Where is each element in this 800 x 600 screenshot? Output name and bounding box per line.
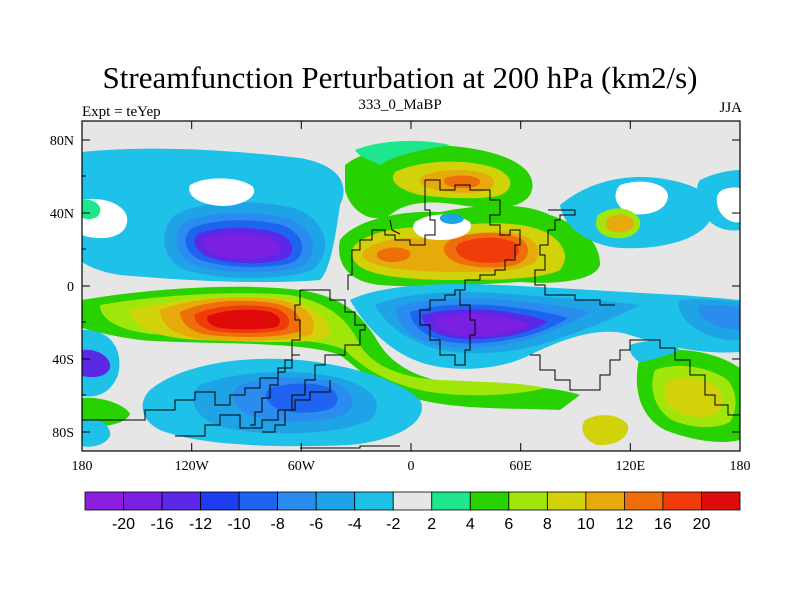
colorbar-swatch [392,491,433,511]
contour-southwest-cyan-2 [82,418,111,447]
lon-label-180w: 180 [72,459,93,474]
colorbar-label: -2 [386,516,400,533]
colorbar-swatch [200,491,240,511]
contour-left-green-40N [82,199,101,220]
contour-npacific-orange [606,214,634,233]
contour-indian-blue-5 [433,313,530,337]
colorbar: -20 -16 -12 -10 -8 -6 -4 -2 2 4 6 8 10 12 16 20 [84,491,741,533]
colorbar-label: -16 [150,516,173,533]
plot-title: Streamfunction Perturbation at 200 hPa (… [102,60,698,95]
colorbar-label: 8 [543,516,552,533]
colorbar-swatch [662,491,702,511]
contour-south-blue-3 [265,383,338,413]
colorbar-swatch [354,491,394,511]
colorbar-swatch [161,491,201,511]
longitude-axis [81,121,741,451]
colorbar-swatch [624,491,664,511]
contour-tropical-red-2 [207,309,280,330]
lon-label-60w: 60W [288,459,316,474]
colorbar-label: -8 [271,516,285,533]
lat-label-40s: 40S [52,353,74,368]
colorbar-swatch [238,491,279,511]
coastline-asia [534,209,615,306]
lon-label-120e: 120E [616,459,646,474]
run-label: 333_0_MaBP [358,97,442,113]
lat-label-80n: 80N [50,134,74,149]
colorbar-label: -4 [348,516,362,533]
coastline-antarctic-bottom [300,445,400,449]
colorbar-label: 12 [616,516,634,533]
colorbar-label: 6 [504,516,513,533]
experiment-label: Expt = teYep [82,104,161,120]
contour-spacific-yellow [664,377,723,418]
colorbar-swatch [84,491,124,511]
colorbar-label: 2 [427,516,436,533]
coastline-south-america-west [250,290,301,426]
coastlines [82,179,740,449]
colorbar-label: -20 [112,516,135,533]
colorbar-swatch [701,491,741,511]
coastline-europe-north [347,180,436,290]
colorbar-swatch [315,491,356,511]
colorbar-swatch [469,491,510,511]
latitude-axis [82,139,740,433]
coastline-greenland-tip [389,219,401,235]
coastline-antarctica [82,354,300,421]
contour-spacific-yellow-far [582,415,629,446]
colorbar-swatch [431,491,471,511]
colorbar-label: -12 [189,516,212,533]
season-label: JJA [719,100,742,116]
contour-field [82,140,740,447]
colorbar-swatch [123,491,163,511]
contour-asia-red [456,237,519,263]
lon-label-180e: 180 [730,459,751,474]
colorbar-swatch [585,491,625,511]
contour-europe-cyan [355,140,450,165]
colorbar-label: 20 [693,516,711,533]
coastline-africa-europe [419,179,521,366]
contour-asia-orange-west [376,247,411,262]
contour-spacific-cyan-top [629,340,680,362]
coastline-antarctic-lower [175,380,331,437]
colorbar-label: -6 [309,516,323,533]
colorbar-label: 16 [654,516,672,533]
coastline-australia [530,339,740,416]
contour-europe-red [443,175,481,188]
colorbar-label: 10 [577,516,595,533]
contour-north-blue-5 [202,233,281,260]
contour-east-darkblue [698,304,740,330]
contour-europe-small-cyan [439,213,464,224]
lon-label-60e: 60E [509,459,532,474]
contour-npacific-white-right [716,187,740,223]
colorbar-swatch [508,491,548,511]
lat-label-80s: 80S [52,426,74,441]
colorbar-label: -10 [228,516,251,533]
colorbar-swatch [277,491,317,511]
colorbar-label: 4 [466,516,475,533]
contour-southwest-green [82,397,130,427]
contour-north-white-hole [189,178,255,206]
contour-npacific-white [615,181,668,215]
colorbar-swatch [546,491,587,511]
contour-southwest-blue [82,349,111,378]
lon-label-120w: 120W [175,459,210,474]
lon-label-0: 0 [408,459,415,474]
lat-label-eq: 0 [67,280,74,295]
lat-label-40n: 40N [50,207,74,222]
